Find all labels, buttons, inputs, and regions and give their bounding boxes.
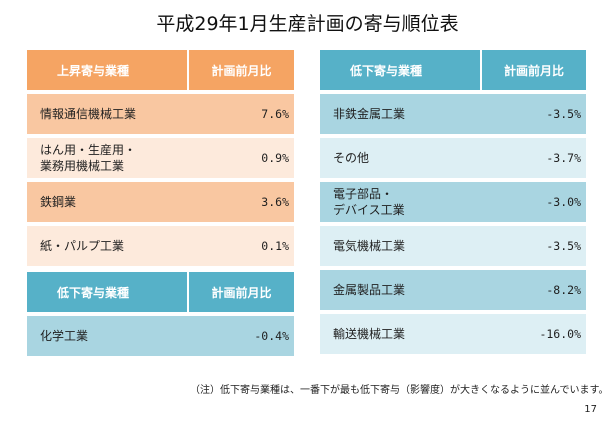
declining-contributors-table-right: 低下寄与業種 計画前月比 非鉄金属工業 -3.5% その他 -3.7% 電子部品… [320,46,586,358]
page-number: 17 [584,404,597,415]
rate-value: -8.2% [480,270,586,310]
industry-name: 金属製品工業 [320,270,480,310]
table-row: 化学工業 -0.4% [27,316,294,356]
rising-contributors-table: 上昇寄与業種 計画前月比 情報通信機械工業 7.6% はん用・生産用・ 業務用機… [27,46,294,270]
table-row: 非鉄金属工業 -3.5% [320,94,586,134]
table-header-row: 上昇寄与業種 計画前月比 [27,50,294,90]
rate-value: -16.0% [480,314,586,354]
table-row: 紙・パルプ工業 0.1% [27,226,294,266]
industry-name: 化学工業 [27,316,187,356]
table-row: 輸送機械工業 -16.0% [320,314,586,354]
industry-name: その他 [320,138,480,178]
industry-name-line: 業務用機械工業 [40,159,125,173]
industry-name: 電子部品・ デバイス工業 [320,182,480,222]
table-row: 電子部品・ デバイス工業 -3.0% [320,182,586,222]
header-rate: 計画前月比 [187,50,294,90]
industry-name: 輸送機械工業 [320,314,480,354]
industry-name: 非鉄金属工業 [320,94,480,134]
declining-contributors-table-left: 低下寄与業種 計画前月比 化学工業 -0.4% [27,268,294,360]
table-row: その他 -3.7% [320,138,586,178]
table-row: 鉄鋼業 3.6% [27,182,294,222]
table-row: 金属製品工業 -8.2% [320,270,586,310]
industry-name: 紙・パルプ工業 [27,226,187,266]
rate-value: -3.5% [480,94,586,134]
industry-name: 情報通信機械工業 [27,94,187,134]
industry-name-line: 電子部品・ [333,187,394,201]
table-header-row: 低下寄与業種 計画前月比 [27,272,294,312]
rate-value: -3.0% [480,182,586,222]
table-row: 電気機械工業 -3.5% [320,226,586,266]
header-industry: 上昇寄与業種 [27,50,187,90]
header-industry: 低下寄与業種 [27,272,187,312]
table-row: はん用・生産用・ 業務用機械工業 0.9% [27,138,294,178]
table-header-row: 低下寄与業種 計画前月比 [320,50,586,90]
rate-value: 0.1% [187,226,294,266]
rate-value: 0.9% [187,138,294,178]
industry-name-line: はん用・生産用・ [40,143,137,157]
header-rate: 計画前月比 [480,50,586,90]
header-rate: 計画前月比 [187,272,294,312]
header-industry: 低下寄与業種 [320,50,480,90]
rate-value: 7.6% [187,94,294,134]
rate-value: -3.7% [480,138,586,178]
industry-name: 鉄鋼業 [27,182,187,222]
page-title: 平成29年1月生産計画の寄与順位表 [156,13,459,35]
rate-value: -0.4% [187,316,294,356]
industry-name: はん用・生産用・ 業務用機械工業 [27,138,187,178]
rate-value: -3.5% [480,226,586,266]
industry-name: 電気機械工業 [320,226,480,266]
industry-name-line: デバイス工業 [333,203,405,217]
rate-value: 3.6% [187,182,294,222]
footnote: （注）低下寄与業種は、一番下が最も低下寄与（影響度）が大きくなるように並んでいま… [190,385,609,396]
table-row: 情報通信機械工業 7.6% [27,94,294,134]
